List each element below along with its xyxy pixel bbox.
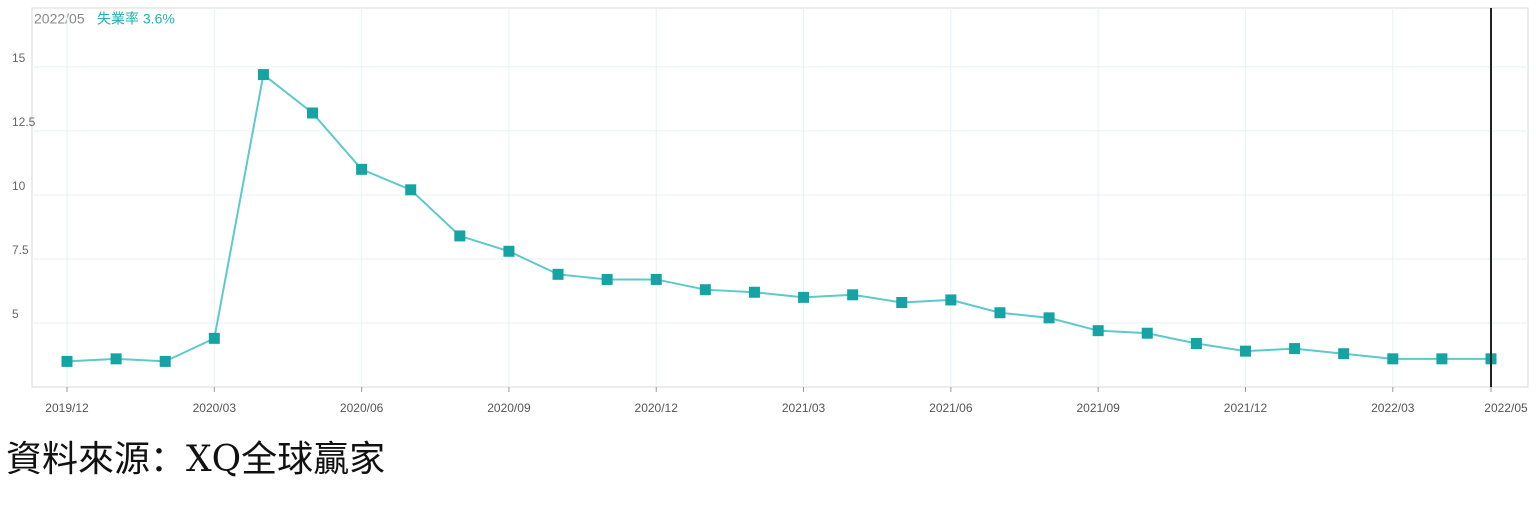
y-tick-label: 12.5 bbox=[12, 115, 36, 129]
data-point bbox=[1338, 348, 1350, 360]
data-point bbox=[601, 273, 613, 285]
data-point bbox=[159, 355, 171, 367]
data-point bbox=[61, 355, 73, 367]
data-point bbox=[1092, 325, 1104, 337]
x-tick-label: 2021/12 bbox=[1224, 401, 1268, 415]
data-point bbox=[552, 268, 564, 280]
x-tick-label: 2021/03 bbox=[782, 401, 826, 415]
data-point bbox=[994, 307, 1006, 319]
source-note: 資料來源：XQ全球贏家 bbox=[6, 439, 385, 480]
data-point bbox=[1239, 345, 1251, 357]
data-point bbox=[1387, 353, 1399, 365]
y-tick-label: 10 bbox=[12, 179, 26, 193]
data-point bbox=[847, 289, 859, 301]
data-point bbox=[699, 284, 711, 296]
data-point bbox=[110, 353, 122, 365]
data-point bbox=[257, 69, 269, 81]
data-point bbox=[748, 286, 760, 298]
x-tick-label: 2020/06 bbox=[340, 401, 384, 415]
data-point bbox=[1436, 353, 1448, 365]
x-tick-label: 2020/03 bbox=[193, 401, 237, 415]
data-point bbox=[945, 294, 957, 306]
data-point bbox=[307, 107, 319, 119]
data-point bbox=[503, 245, 515, 257]
data-point bbox=[1043, 312, 1055, 324]
data-point bbox=[1289, 343, 1301, 355]
data-point bbox=[798, 291, 810, 303]
data-point bbox=[405, 184, 417, 196]
data-point bbox=[650, 273, 662, 285]
x-tick-label: 2021/06 bbox=[929, 401, 973, 415]
x-tick-label: 2022/03 bbox=[1371, 401, 1415, 415]
x-tick-label: 2020/12 bbox=[635, 401, 679, 415]
data-point bbox=[454, 230, 466, 242]
x-tick-label: 2021/09 bbox=[1076, 401, 1120, 415]
x-tick-label: 2022/05 bbox=[1484, 401, 1528, 415]
y-tick-label: 15 bbox=[12, 51, 26, 65]
x-tick-label: 2020/09 bbox=[487, 401, 531, 415]
cursor-value: 失業率 3.6% bbox=[97, 11, 175, 27]
y-tick-label: 5 bbox=[12, 307, 19, 321]
data-point bbox=[208, 332, 220, 344]
data-point bbox=[896, 296, 908, 308]
series-line bbox=[66, 72, 1491, 363]
data-point bbox=[1190, 337, 1202, 349]
data-point bbox=[356, 163, 368, 175]
y-tick-label: 7.5 bbox=[12, 243, 29, 257]
cursor-date: 2022/05 bbox=[34, 11, 85, 27]
data-point bbox=[1141, 327, 1153, 339]
plot-area bbox=[31, 7, 1529, 388]
x-tick-label: 2019/12 bbox=[45, 401, 89, 415]
